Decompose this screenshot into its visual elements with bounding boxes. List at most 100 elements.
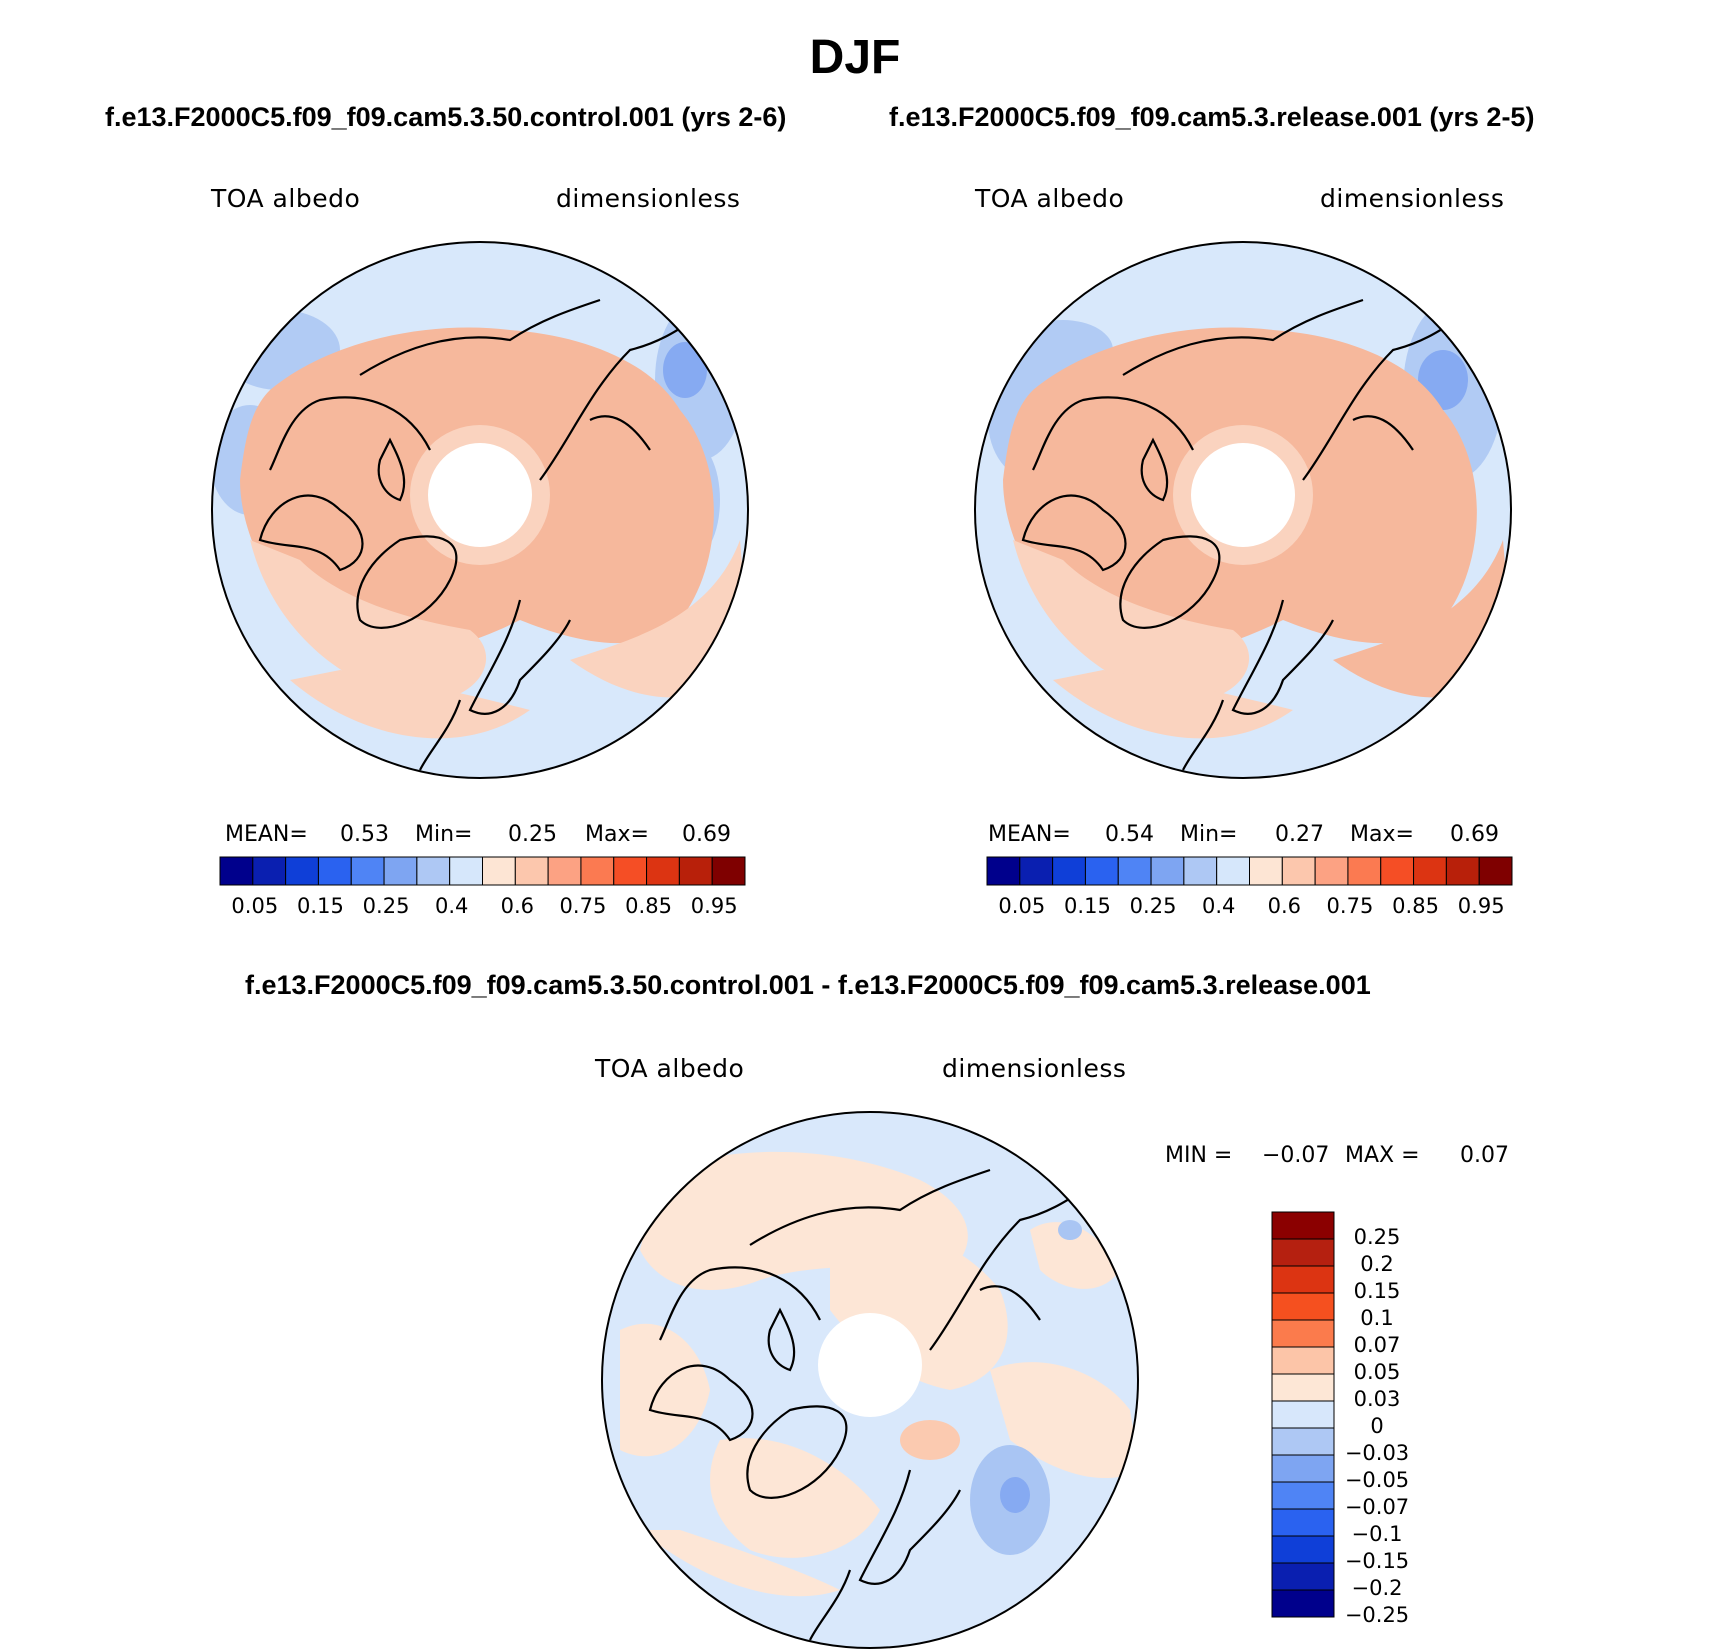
panel3-units-label: dimensionless <box>942 1054 1127 1083</box>
panel1-colorbar-swatch <box>317 856 352 886</box>
panel1-mean-value: 0.53 <box>340 822 389 847</box>
panel3-case-title: f.e13.F2000C5.f09_f09.cam5.3.50.control.… <box>245 970 1371 1000</box>
panel3-colorbar-swatch <box>1271 1346 1335 1375</box>
panel2-colorbar-tick-label: 0.75 <box>1326 894 1374 918</box>
panel3-colorbar-swatch <box>1271 1265 1335 1294</box>
panel3-colorbar-swatch <box>1271 1454 1335 1483</box>
panel2-colorbar-swatch <box>1314 856 1349 886</box>
panel1-mean-label: MEAN= <box>225 822 308 847</box>
panel3-max-value: 0.07 <box>1460 1143 1509 1168</box>
panel1-colorbar-swatch <box>252 856 287 886</box>
panel3-colorbar-tick-label: 0.05 <box>1353 1360 1401 1384</box>
panel2-max-label: Max= <box>1350 822 1414 847</box>
panel3-colorbar-tick-label: −0.07 <box>1344 1495 1410 1519</box>
panel2-min-value: 0.27 <box>1275 822 1324 847</box>
panel3-colorbar-tick-label: 0.07 <box>1353 1333 1401 1357</box>
panel3-colorbar-tick-label: 0.25 <box>1353 1225 1401 1249</box>
panel2-colorbar-swatch <box>986 856 1021 886</box>
panel3-colorbar-tick-label: 0.03 <box>1353 1387 1401 1411</box>
panel1-colorbar-swatch <box>416 856 451 886</box>
panel2-polar-map <box>974 241 1512 779</box>
panel1-max-value: 0.69 <box>682 822 731 847</box>
panel2-case-title: f.e13.F2000C5.f09_f09.cam5.3.release.001… <box>889 102 1535 132</box>
panel2-colorbar-tick-label: 0.85 <box>1392 894 1439 918</box>
panel3-colorbar-swatch <box>1271 1427 1335 1456</box>
panel1-variable-label: TOA albedo <box>211 184 361 213</box>
panel2-colorbar-swatch <box>1413 856 1447 886</box>
panel1-colorbar-tick-label: 0.85 <box>625 894 672 918</box>
panel1-colorbar-swatch <box>646 856 680 886</box>
panel1-colorbar-swatch <box>219 856 254 886</box>
panel2-colorbar-swatch <box>1347 856 1382 886</box>
panel2-colorbar-swatch <box>1478 856 1513 886</box>
panel3-colorbar-swatch <box>1271 1400 1335 1429</box>
panel3-colorbar-swatch <box>1271 1481 1335 1510</box>
panel2-min-label: Min= <box>1180 822 1238 847</box>
panel1-units-label: dimensionless <box>556 184 741 213</box>
panel3-colorbar-tick-label: −0.25 <box>1344 1603 1410 1627</box>
panel1-colorbar-swatch <box>383 856 418 886</box>
panel2-colorbar-tick-label: 0.25 <box>1129 894 1177 918</box>
panel1-colorbar-swatch <box>350 856 385 886</box>
panel3-colorbar-tick-label: 0.15 <box>1353 1279 1401 1303</box>
panel3-colorbar-tick-label: 0.2 <box>1360 1252 1394 1276</box>
panel2-colorbar-tick-label: 0.15 <box>1064 894 1111 918</box>
panel3-colorbar-tick-label: −0.1 <box>1351 1522 1403 1546</box>
panel3-colorbar-tick-label: 0.1 <box>1360 1306 1394 1330</box>
panel2-colorbar-tick-label: 0.05 <box>998 894 1046 918</box>
panel3-colorbar-swatch <box>1271 1211 1335 1240</box>
panel2-mean-label: MEAN= <box>988 822 1071 847</box>
panel1-colorbar <box>219 856 746 886</box>
panel1-colorbar-tick-label: 0.15 <box>297 894 344 918</box>
panel1-min-label: Min= <box>415 822 473 847</box>
panel3-colorbar <box>1271 1211 1335 1618</box>
figure-title: DJF <box>809 31 901 84</box>
panel1-colorbar-tick-label: 0.6 <box>500 894 535 918</box>
panel2-colorbar-swatch <box>1281 856 1316 886</box>
panel3-variable-label: TOA albedo <box>595 1054 745 1083</box>
panel2-colorbar-swatch <box>1084 856 1119 886</box>
panel3-min-value: −0.07 <box>1262 1143 1330 1168</box>
panel3-colorbar-swatch <box>1271 1589 1335 1618</box>
panel2-colorbar-swatch <box>1445 856 1480 886</box>
panel3-difference-map <box>601 1111 1139 1649</box>
panel2-mean-value: 0.54 <box>1105 822 1154 847</box>
panel2-colorbar-swatch <box>1249 856 1283 886</box>
panel2-colorbar-tick-label: 0.6 <box>1267 894 1302 918</box>
panel1-colorbar-tick-label: 0.05 <box>231 894 279 918</box>
panel2-colorbar <box>986 856 1513 886</box>
panel2-colorbar-swatch <box>1019 856 1054 886</box>
panel3-colorbar-swatch <box>1271 1508 1335 1537</box>
panel3-colorbar-tick-label: −0.05 <box>1344 1468 1410 1492</box>
panel1-colorbar-swatch <box>547 856 582 886</box>
panel1-max-label: Max= <box>585 822 649 847</box>
panel1-polar-map <box>211 241 749 779</box>
panel2-colorbar-tick-label: 0.4 <box>1201 894 1236 918</box>
panel3-colorbar-swatch <box>1271 1535 1335 1564</box>
panel1-colorbar-swatch <box>482 856 516 886</box>
panel2-colorbar-swatch <box>1117 856 1152 886</box>
panel1-colorbar-swatch <box>514 856 549 886</box>
panel2-colorbar-swatch <box>1216 856 1250 886</box>
panel3-max-label: MAX = <box>1345 1143 1420 1168</box>
panel1-colorbar-tick-label: 0.75 <box>559 894 607 918</box>
panel1-colorbar-swatch <box>711 856 746 886</box>
panel1-colorbar-swatch <box>449 856 483 886</box>
panel3-colorbar-tick-label: −0.03 <box>1344 1441 1410 1465</box>
panel3-colorbar-swatch <box>1271 1319 1335 1348</box>
panel3-colorbar-tick-label: −0.15 <box>1344 1549 1410 1573</box>
panel1-min-value: 0.25 <box>508 822 557 847</box>
panel1-colorbar-swatch <box>678 856 713 886</box>
panel3-colorbar-tick-label: −0.2 <box>1351 1576 1403 1600</box>
panel1-colorbar-swatch <box>613 856 648 886</box>
panel3-colorbar-swatch <box>1271 1292 1335 1321</box>
panel2-colorbar-swatch <box>1380 856 1415 886</box>
panel1-colorbar-tick-label: 0.25 <box>362 894 410 918</box>
panel2-colorbar-swatch <box>1150 856 1185 886</box>
panel2-colorbar-swatch <box>1052 856 1086 886</box>
panel3-min-label: MIN = <box>1165 1143 1233 1168</box>
panel2-colorbar-tick-label: 0.95 <box>1457 894 1505 918</box>
panel1-colorbar-tick-label: 0.95 <box>690 894 738 918</box>
panel2-variable-label: TOA albedo <box>975 184 1125 213</box>
panel2-units-label: dimensionless <box>1320 184 1505 213</box>
